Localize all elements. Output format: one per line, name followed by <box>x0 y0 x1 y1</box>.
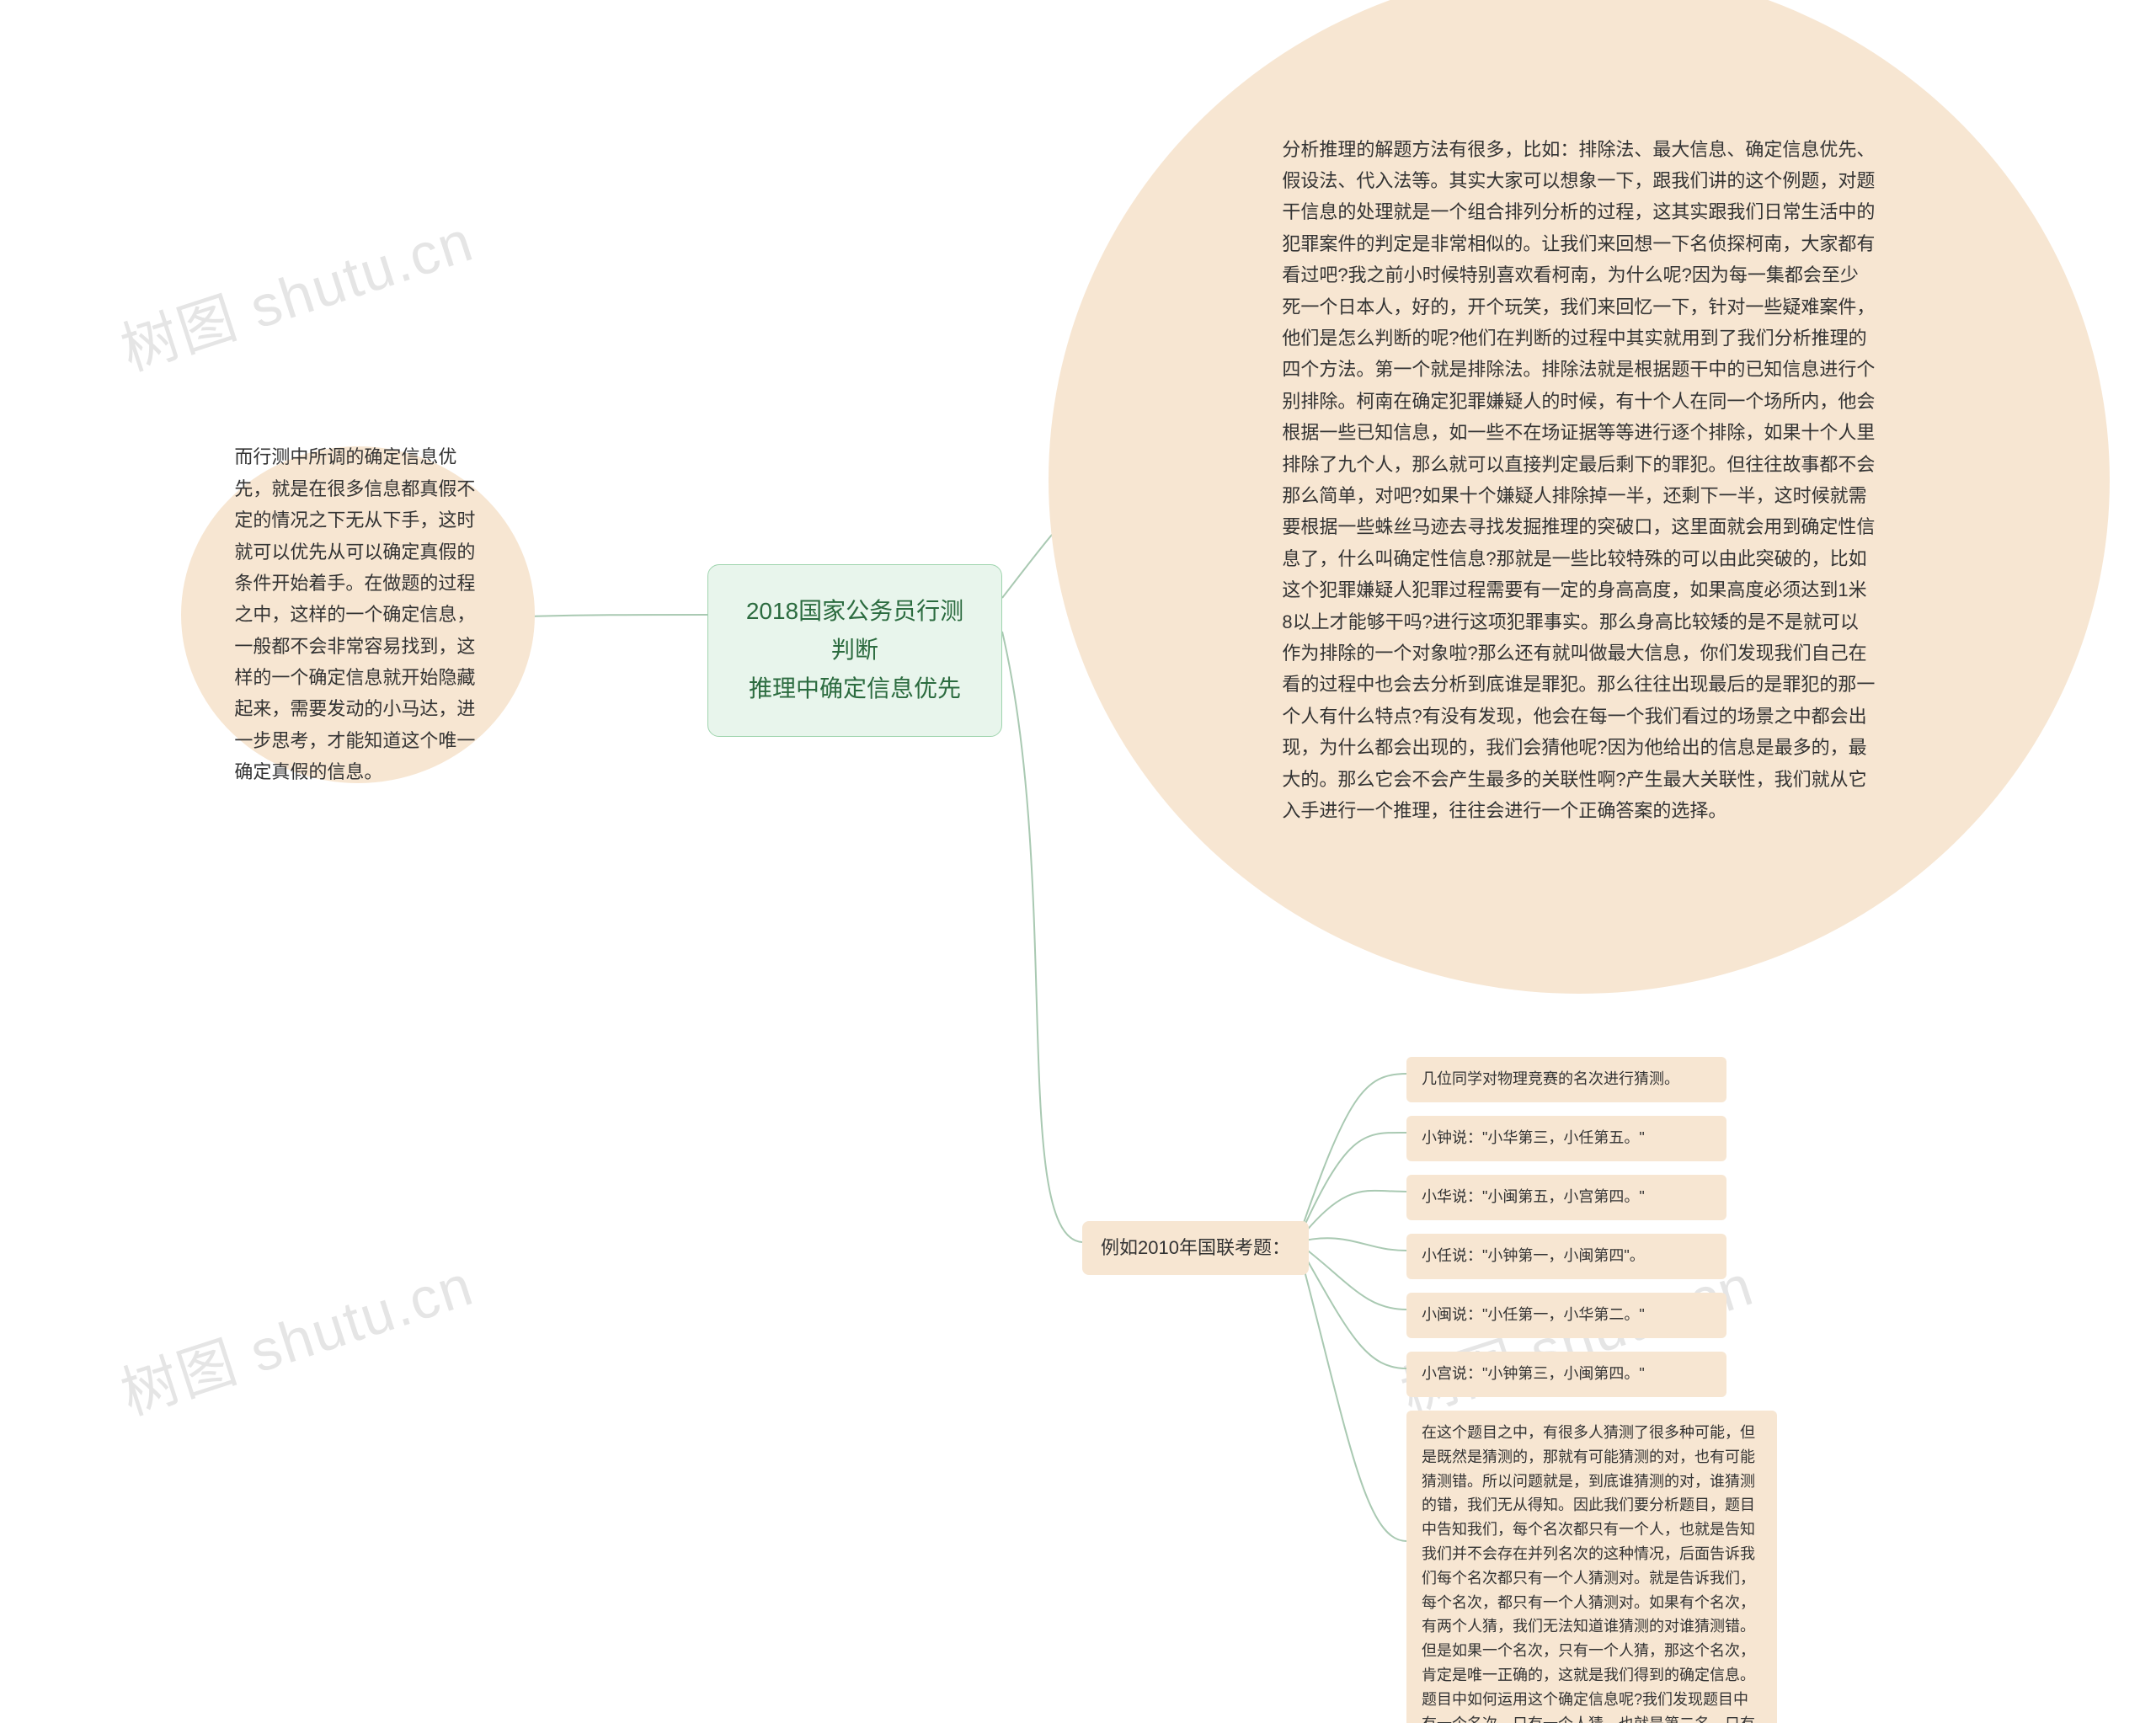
example-item-text: 小华说："小闽第五，小宫第四。" <box>1422 1188 1645 1205</box>
right-big-ellipse[interactable]: 分析推理的解题方法有很多，比如：排除法、最大信息、确定信息优先、假设法、代入法等… <box>1049 0 2110 994</box>
root-title-line2: 推理中确定信息优先 <box>740 669 969 708</box>
watermark: 树图 shutu.cn <box>109 195 482 387</box>
left-bubble-text: 而行测中所调的确定信息优先，就是在很多信息都真假不定的情况之下无从下手，这时就可… <box>234 441 481 787</box>
mindmap-canvas: 树图 shutu.cn 树图 shutu.cn 树图 shutu.cn 树图 s… <box>0 0 2156 1723</box>
example-item[interactable]: 小宫说："小钟第三，小闽第四。" <box>1406 1352 1726 1397</box>
root-title-line1: 2018国家公务员行测判断 <box>740 592 969 669</box>
example-item[interactable]: 小钟说："小华第三，小任第五。" <box>1406 1116 1726 1161</box>
example-label-text: 例如2010年国联考题： <box>1101 1237 1290 1258</box>
example-label[interactable]: 例如2010年国联考题： <box>1082 1221 1309 1275</box>
example-item-text: 小钟说："小华第三，小任第五。" <box>1422 1129 1645 1146</box>
example-item-text: 小宫说："小钟第三，小闽第四。" <box>1422 1365 1645 1382</box>
watermark: 树图 shutu.cn <box>109 1239 482 1431</box>
example-item[interactable]: 小任说："小钟第一，小闽第四"。 <box>1406 1234 1726 1279</box>
example-analysis[interactable]: 在这个题目之中，有很多人猜测了很多种可能，但是既然是猜测的，那就有可能猜测的对，… <box>1406 1411 1777 1723</box>
root-node[interactable]: 2018国家公务员行测判断 推理中确定信息优先 <box>707 564 1002 737</box>
example-item[interactable]: 小华说："小闽第五，小宫第四。" <box>1406 1175 1726 1220</box>
example-item[interactable]: 小闽说："小任第一，小华第二。" <box>1406 1293 1726 1338</box>
example-item-text: 几位同学对物理竞赛的名次进行猜测。 <box>1422 1070 1679 1087</box>
right-big-text: 分析推理的解题方法有很多，比如：排除法、最大信息、确定信息优先、假设法、代入法等… <box>1282 134 1876 827</box>
left-bubble[interactable]: 而行测中所调的确定信息优先，就是在很多信息都真假不定的情况之下无从下手，这时就可… <box>181 446 535 783</box>
example-item-text: 小闽说："小任第一，小华第二。" <box>1422 1306 1645 1323</box>
example-analysis-text: 在这个题目之中，有很多人猜测了很多种可能，但是既然是猜测的，那就有可能猜测的对，… <box>1422 1424 1755 1723</box>
example-item-text: 小任说："小钟第一，小闽第四"。 <box>1422 1247 1645 1264</box>
example-item[interactable]: 几位同学对物理竞赛的名次进行猜测。 <box>1406 1057 1726 1102</box>
